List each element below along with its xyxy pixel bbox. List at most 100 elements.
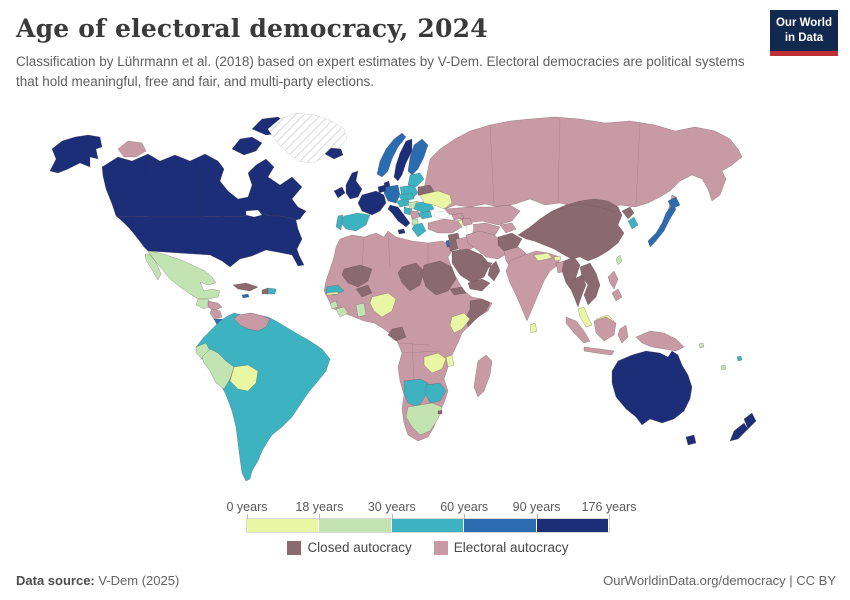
legend-bin-2[interactable] — [391, 519, 465, 532]
country-nigeria[interactable] — [369, 292, 397, 318]
country-jamaica[interactable] — [241, 293, 250, 299]
country-serbia[interactable] — [409, 210, 421, 220]
legend-bin-4[interactable] — [536, 519, 610, 532]
country-zambia[interactable] — [423, 352, 447, 374]
country-india[interactable] — [505, 250, 561, 322]
country-vanuatu[interactable] — [720, 364, 727, 371]
country-kenya[interactable] — [449, 312, 471, 334]
country-honduras[interactable] — [207, 300, 223, 312]
country-iceland[interactable] — [324, 147, 344, 160]
country-south-africa[interactable] — [405, 402, 443, 436]
country-saudi-arabia[interactable] — [451, 248, 491, 284]
country-yemen[interactable] — [467, 278, 491, 292]
owid-logo-line2: in Data — [784, 31, 824, 44]
country-taiwan[interactable] — [615, 254, 623, 266]
country-nepal[interactable] — [533, 252, 553, 262]
country-solomon-islands[interactable] — [698, 342, 705, 349]
country-bulgaria[interactable] — [417, 210, 433, 220]
legend-tick — [536, 514, 538, 519]
legend-category-electoral-autocracy[interactable]: Electoral autocracy — [433, 540, 569, 555]
country-united-kingdom[interactable] — [345, 170, 363, 200]
country-dominican-republic[interactable] — [267, 287, 277, 295]
country-kyrgyzstan[interactable] — [499, 222, 517, 234]
country-liberia[interactable] — [335, 306, 349, 318]
country-haiti[interactable] — [261, 287, 269, 295]
legend-bin-3[interactable] — [464, 519, 537, 532]
page-title: Age of electoral democracy, 2024 — [16, 14, 488, 43]
country-uae[interactable] — [481, 260, 493, 268]
country-greenland[interactable] — [267, 112, 348, 164]
electoral-autocracy-swatch — [433, 540, 448, 555]
footer-attribution[interactable]: OurWorldinData.org/democracy | CC BY — [603, 573, 836, 588]
country-namibia[interactable] — [403, 378, 429, 408]
country-south-korea[interactable] — [627, 216, 639, 230]
country-papua-new-guinea[interactable] — [635, 330, 685, 352]
country-germany[interactable] — [383, 184, 401, 204]
map-legend: 0 years 18 years 30 years 60 years 90 ye… — [227, 500, 637, 555]
country-indochina[interactable] — [579, 262, 601, 306]
country-georgia[interactable] — [451, 212, 465, 221]
country-azerbaijan[interactable] — [461, 217, 473, 227]
country-bolivia[interactable] — [229, 364, 259, 392]
country-botswana[interactable] — [425, 382, 447, 404]
country-mali[interactable] — [341, 264, 373, 288]
country-croatia[interactable] — [403, 206, 413, 216]
country-france[interactable] — [357, 190, 387, 216]
country-turkey[interactable] — [427, 218, 463, 234]
country-oman[interactable] — [487, 260, 501, 282]
country-portugal[interactable] — [335, 214, 344, 231]
legend-tick — [609, 514, 610, 519]
country-south-america-base[interactable] — [195, 312, 331, 482]
country-venezuela[interactable] — [233, 312, 271, 332]
country-baltics[interactable] — [407, 172, 425, 188]
country-ukraine[interactable] — [419, 190, 453, 210]
country-malawi[interactable] — [445, 354, 455, 368]
country-cuba[interactable] — [232, 282, 259, 292]
country-eritrea[interactable] — [449, 286, 467, 296]
legend-color-bar[interactable] — [246, 514, 610, 533]
country-indonesia[interactable] — [565, 316, 629, 356]
country-philippines[interactable] — [607, 270, 623, 302]
country-china-mongolia[interactable] — [517, 198, 625, 262]
interior-borders — [149, 117, 641, 380]
country-fiji[interactable] — [736, 355, 743, 362]
country-sweden[interactable] — [393, 138, 413, 182]
legend-bin-0[interactable] — [247, 519, 320, 532]
country-peru[interactable] — [201, 348, 235, 390]
country-greece[interactable] — [411, 222, 427, 238]
country-north-korea[interactable] — [621, 206, 635, 220]
country-gabon[interactable] — [387, 326, 407, 342]
country-bhutan[interactable] — [553, 255, 562, 262]
country-eswatini[interactable] — [437, 409, 443, 415]
country-ireland[interactable] — [333, 186, 346, 199]
country-gambia[interactable] — [326, 291, 339, 296]
country-norway[interactable] — [376, 132, 407, 178]
country-japan[interactable] — [647, 196, 681, 248]
country-sierra-leone[interactable] — [329, 300, 339, 310]
country-sudan[interactable] — [421, 260, 457, 296]
country-somalia[interactable] — [465, 298, 491, 328]
country-iran[interactable] — [465, 230, 509, 260]
country-ghana[interactable] — [355, 302, 367, 318]
country-mexico[interactable] — [144, 250, 221, 300]
country-united-states[interactable] — [49, 134, 305, 268]
country-spain[interactable] — [339, 212, 371, 232]
legend-bin-1[interactable] — [319, 519, 392, 532]
owid-logo[interactable]: Our World in Data — [770, 10, 838, 56]
country-czechia[interactable] — [397, 192, 415, 202]
country-sri-lanka[interactable] — [529, 322, 538, 334]
country-madagascar[interactable] — [473, 354, 493, 398]
country-burkina-faso[interactable] — [355, 284, 373, 298]
country-benelux[interactable] — [377, 184, 387, 194]
country-italy[interactable] — [387, 204, 411, 235]
data-source-label: Data source: — [16, 573, 95, 588]
country-new-zealand[interactable] — [729, 412, 757, 442]
black-sea — [433, 211, 451, 219]
country-chad[interactable] — [397, 262, 425, 292]
country-canada[interactable] — [101, 116, 315, 221]
country-nicaragua[interactable] — [209, 308, 223, 320]
legend-category-closed-autocracy[interactable]: Closed autocracy — [287, 540, 412, 555]
country-australia[interactable] — [611, 350, 697, 446]
country-finland[interactable] — [407, 138, 429, 176]
country-jordan[interactable] — [448, 240, 459, 252]
